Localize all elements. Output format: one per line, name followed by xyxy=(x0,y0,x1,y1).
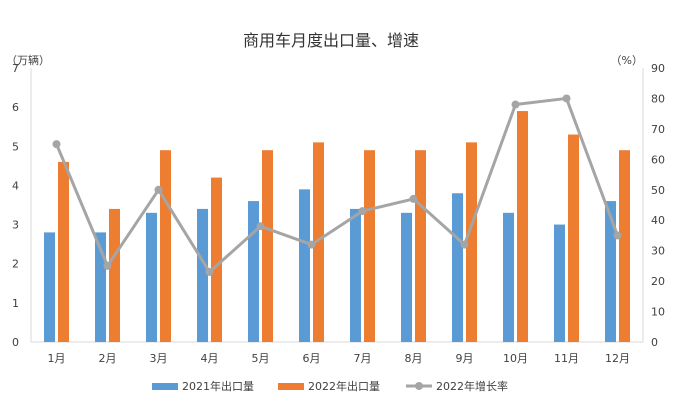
x-tick-label: 12月 xyxy=(605,352,630,365)
x-tick-label: 5月 xyxy=(252,352,270,365)
bar-2022 xyxy=(109,208,120,342)
right-tick-label: 40 xyxy=(651,214,665,227)
left-tick-label: 3 xyxy=(12,219,19,232)
bar-2021 xyxy=(503,212,514,342)
x-tick-label: 2月 xyxy=(99,352,117,365)
bar-2021 xyxy=(44,232,55,342)
x-tick-label: 1月 xyxy=(48,352,66,365)
legend-swatch xyxy=(152,383,178,390)
left-tick-label: 2 xyxy=(12,258,19,271)
left-tick-label: 7 xyxy=(12,62,19,75)
left-tick-label: 6 xyxy=(12,101,19,114)
right-tick-label: 50 xyxy=(651,184,665,197)
right-tick-label: 90 xyxy=(651,62,665,75)
growth-rate-point xyxy=(358,207,367,216)
x-tick-label: 11月 xyxy=(554,352,579,365)
bar-2022 xyxy=(364,150,375,342)
growth-rate-point xyxy=(256,222,265,231)
bar-2021 xyxy=(95,232,106,342)
x-tick-label: 8月 xyxy=(405,352,423,365)
growth-rate-point xyxy=(562,94,571,103)
legend-marker xyxy=(415,382,423,390)
bar-2022 xyxy=(619,150,630,342)
legend-swatch xyxy=(278,383,304,390)
right-tick-label: 0 xyxy=(651,336,658,349)
bar-2022 xyxy=(568,134,579,342)
legend: 2021年出口量 2022年出口量 2022年增长率 xyxy=(152,379,508,393)
bar-2021 xyxy=(350,208,361,342)
bar-2022 xyxy=(58,161,69,342)
left-tick-label: 4 xyxy=(12,179,19,192)
left-tick-label: 1 xyxy=(12,297,19,310)
legend-label: 2021年出口量 xyxy=(182,379,254,393)
x-tick-label: 9月 xyxy=(456,352,474,365)
growth-rate-point xyxy=(307,240,316,249)
growth-rate-point xyxy=(52,140,61,149)
bar-2021 xyxy=(452,193,463,342)
left-tick-label: 0 xyxy=(12,336,19,349)
bar-2022 xyxy=(517,111,528,342)
growth-rate-point xyxy=(103,261,112,270)
growth-rate-point xyxy=(409,194,418,203)
growth-rate-point xyxy=(613,231,622,240)
left-axis-unit: （万辆） xyxy=(6,53,50,67)
bar-2022 xyxy=(466,142,477,342)
growth-rate-point xyxy=(511,100,520,109)
bar-2022 xyxy=(313,142,324,342)
bar-2021 xyxy=(401,212,412,342)
bar-2022 xyxy=(160,150,171,342)
x-tick-label: 3月 xyxy=(150,352,168,365)
bar-2021 xyxy=(554,224,565,342)
legend-label: 2022年出口量 xyxy=(308,379,380,393)
bar-2022 xyxy=(262,150,273,342)
bar-2021 xyxy=(197,208,208,342)
bar-2022 xyxy=(211,177,222,342)
right-tick-label: 60 xyxy=(651,153,665,166)
left-tick-label: 5 xyxy=(12,140,19,153)
x-tick-label: 6月 xyxy=(303,352,321,365)
bar-2022 xyxy=(415,150,426,342)
chart-title: 商用车月度出口量、增速 xyxy=(243,31,419,50)
x-tick-label: 7月 xyxy=(354,352,372,365)
bar-2021 xyxy=(299,189,310,342)
growth-rate-point xyxy=(154,185,163,194)
bar-2021 xyxy=(248,201,259,342)
right-tick-label: 10 xyxy=(651,306,665,319)
x-tick-label: 4月 xyxy=(201,352,219,365)
growth-rate-line xyxy=(55,96,619,274)
right-tick-label: 80 xyxy=(651,92,665,105)
growth-rate-point xyxy=(460,240,469,249)
growth-rate-point xyxy=(205,267,214,276)
bar-2021 xyxy=(605,201,616,342)
x-tick-label: 10月 xyxy=(503,352,528,365)
legend-label: 2022年增长率 xyxy=(436,379,508,393)
bar-2021 xyxy=(146,212,157,342)
right-tick-label: 30 xyxy=(651,245,665,258)
right-axis-unit: （%） xyxy=(611,54,643,67)
right-tick-label: 70 xyxy=(651,123,665,136)
right-tick-label: 20 xyxy=(651,275,665,288)
